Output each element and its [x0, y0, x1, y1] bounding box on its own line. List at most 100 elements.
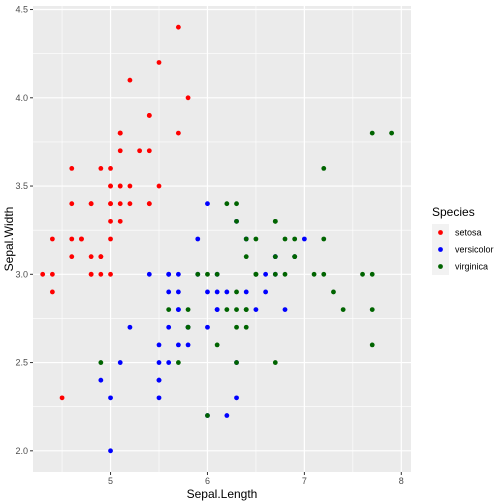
- point-versicolor: [175, 307, 181, 313]
- point-virginica: [272, 360, 278, 365]
- point-virginica: [321, 271, 327, 277]
- point-setosa: [98, 165, 104, 171]
- legend-items: setosa versicolor virginica: [438, 228, 494, 272]
- point-setosa: [40, 271, 46, 277]
- point-setosa: [117, 148, 123, 154]
- point-setosa: [69, 201, 75, 207]
- legend-key-versicolor: [438, 247, 443, 252]
- point-setosa: [69, 236, 75, 242]
- point-virginica: [98, 360, 104, 365]
- point-versicolor: [166, 360, 172, 365]
- point-versicolor: [243, 289, 249, 295]
- point-versicolor: [301, 236, 307, 242]
- point-versicolor: [175, 271, 181, 277]
- point-versicolor: [156, 395, 162, 401]
- point-versicolor: [108, 395, 113, 401]
- point-setosa: [175, 24, 181, 30]
- point-versicolor: [98, 377, 104, 383]
- point-virginica: [253, 236, 259, 242]
- point-versicolor: [224, 289, 230, 295]
- point-virginica: [292, 236, 298, 242]
- point-setosa: [185, 95, 191, 101]
- point-setosa: [59, 395, 65, 401]
- y-axis-title: Sepal.Width: [2, 207, 16, 272]
- point-setosa: [117, 201, 123, 207]
- point-virginica: [214, 342, 220, 348]
- x-tick-label: 7: [302, 476, 307, 486]
- point-versicolor: [175, 289, 181, 295]
- x-axis-title: Sepal.Length: [187, 487, 258, 501]
- x-axis: 5 6 7 8: [108, 472, 404, 486]
- point-virginica: [369, 342, 375, 348]
- point-virginica: [224, 201, 230, 207]
- point-versicolor: [234, 395, 239, 401]
- point-setosa: [88, 254, 94, 260]
- point-virginica: [205, 413, 210, 418]
- point-setosa: [156, 60, 162, 65]
- point-versicolor: [195, 236, 201, 242]
- point-setosa: [98, 271, 104, 277]
- point-setosa: [108, 236, 113, 242]
- point-virginica: [214, 271, 220, 277]
- point-setosa: [69, 254, 75, 260]
- x-tick-label: 5: [108, 476, 113, 486]
- point-setosa: [108, 183, 113, 189]
- point-setosa: [108, 165, 113, 171]
- point-versicolor: [263, 271, 269, 277]
- point-virginica: [224, 307, 230, 313]
- point-virginica: [282, 236, 288, 242]
- point-virginica: [311, 271, 317, 277]
- point-virginica: [243, 254, 249, 260]
- point-setosa: [146, 201, 152, 207]
- point-versicolor: [224, 413, 230, 418]
- point-versicolor: [108, 448, 113, 454]
- point-setosa: [137, 148, 143, 154]
- point-versicolor: [127, 324, 133, 330]
- point-setosa: [98, 254, 104, 260]
- point-setosa: [88, 271, 94, 277]
- point-setosa: [117, 218, 123, 224]
- legend: Species setosa versicolor virginica: [432, 205, 494, 275]
- point-versicolor: [282, 307, 288, 313]
- point-virginica: [185, 324, 191, 330]
- point-setosa: [108, 218, 113, 224]
- point-virginica: [360, 271, 365, 277]
- point-virginica: [272, 218, 278, 224]
- point-virginica: [292, 254, 298, 260]
- point-virginica: [369, 130, 375, 136]
- legend-title: Species: [432, 205, 475, 219]
- point-virginica: [234, 289, 239, 295]
- point-setosa: [108, 271, 113, 277]
- legend-label-virginica: virginica: [455, 262, 488, 272]
- point-versicolor: [253, 307, 259, 313]
- legend-key-virginica: [438, 264, 443, 269]
- point-versicolor: [175, 342, 181, 348]
- point-setosa: [88, 201, 94, 207]
- y-tick-label: 3.0: [15, 269, 28, 279]
- point-virginica: [234, 218, 239, 224]
- point-virginica: [243, 324, 249, 330]
- point-virginica: [185, 307, 191, 313]
- point-setosa: [49, 289, 55, 295]
- legend-label-versicolor: versicolor: [455, 245, 494, 255]
- point-setosa: [146, 148, 152, 154]
- point-setosa: [117, 183, 123, 189]
- x-tick-label: 6: [205, 476, 210, 486]
- legend-key-setosa: [438, 230, 443, 235]
- point-versicolor: [146, 271, 152, 277]
- point-virginica: [321, 236, 327, 242]
- point-virginica: [282, 271, 288, 277]
- y-tick-label: 3.5: [15, 181, 28, 191]
- y-tick-label: 2.5: [15, 358, 28, 368]
- data-points: [40, 24, 395, 454]
- point-versicolor: [166, 324, 172, 330]
- point-virginica: [243, 236, 249, 242]
- point-virginica: [340, 307, 346, 313]
- point-versicolor: [205, 324, 210, 330]
- point-virginica: [331, 289, 336, 295]
- point-virginica: [166, 307, 172, 313]
- point-setosa: [127, 77, 133, 83]
- point-virginica: [234, 324, 239, 330]
